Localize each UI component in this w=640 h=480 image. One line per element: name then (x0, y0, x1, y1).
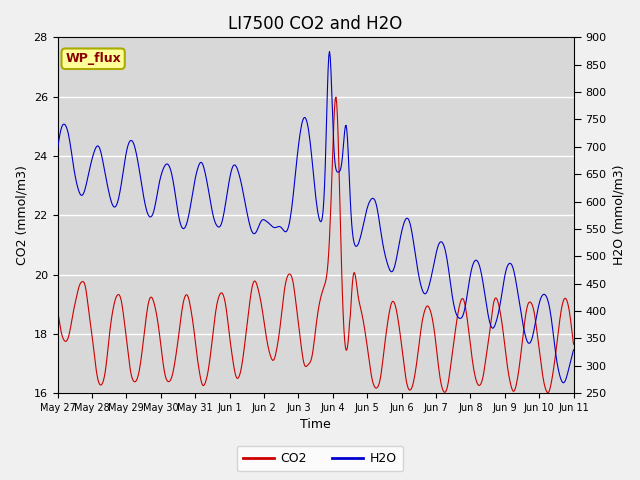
Legend: CO2, H2O: CO2, H2O (237, 446, 403, 471)
Y-axis label: CO2 (mmol/m3): CO2 (mmol/m3) (15, 165, 28, 265)
Title: LI7500 CO2 and H2O: LI7500 CO2 and H2O (228, 15, 403, 33)
X-axis label: Time: Time (300, 419, 331, 432)
Y-axis label: H2O (mmol/m3): H2O (mmol/m3) (612, 165, 625, 265)
Text: WP_flux: WP_flux (65, 52, 121, 65)
